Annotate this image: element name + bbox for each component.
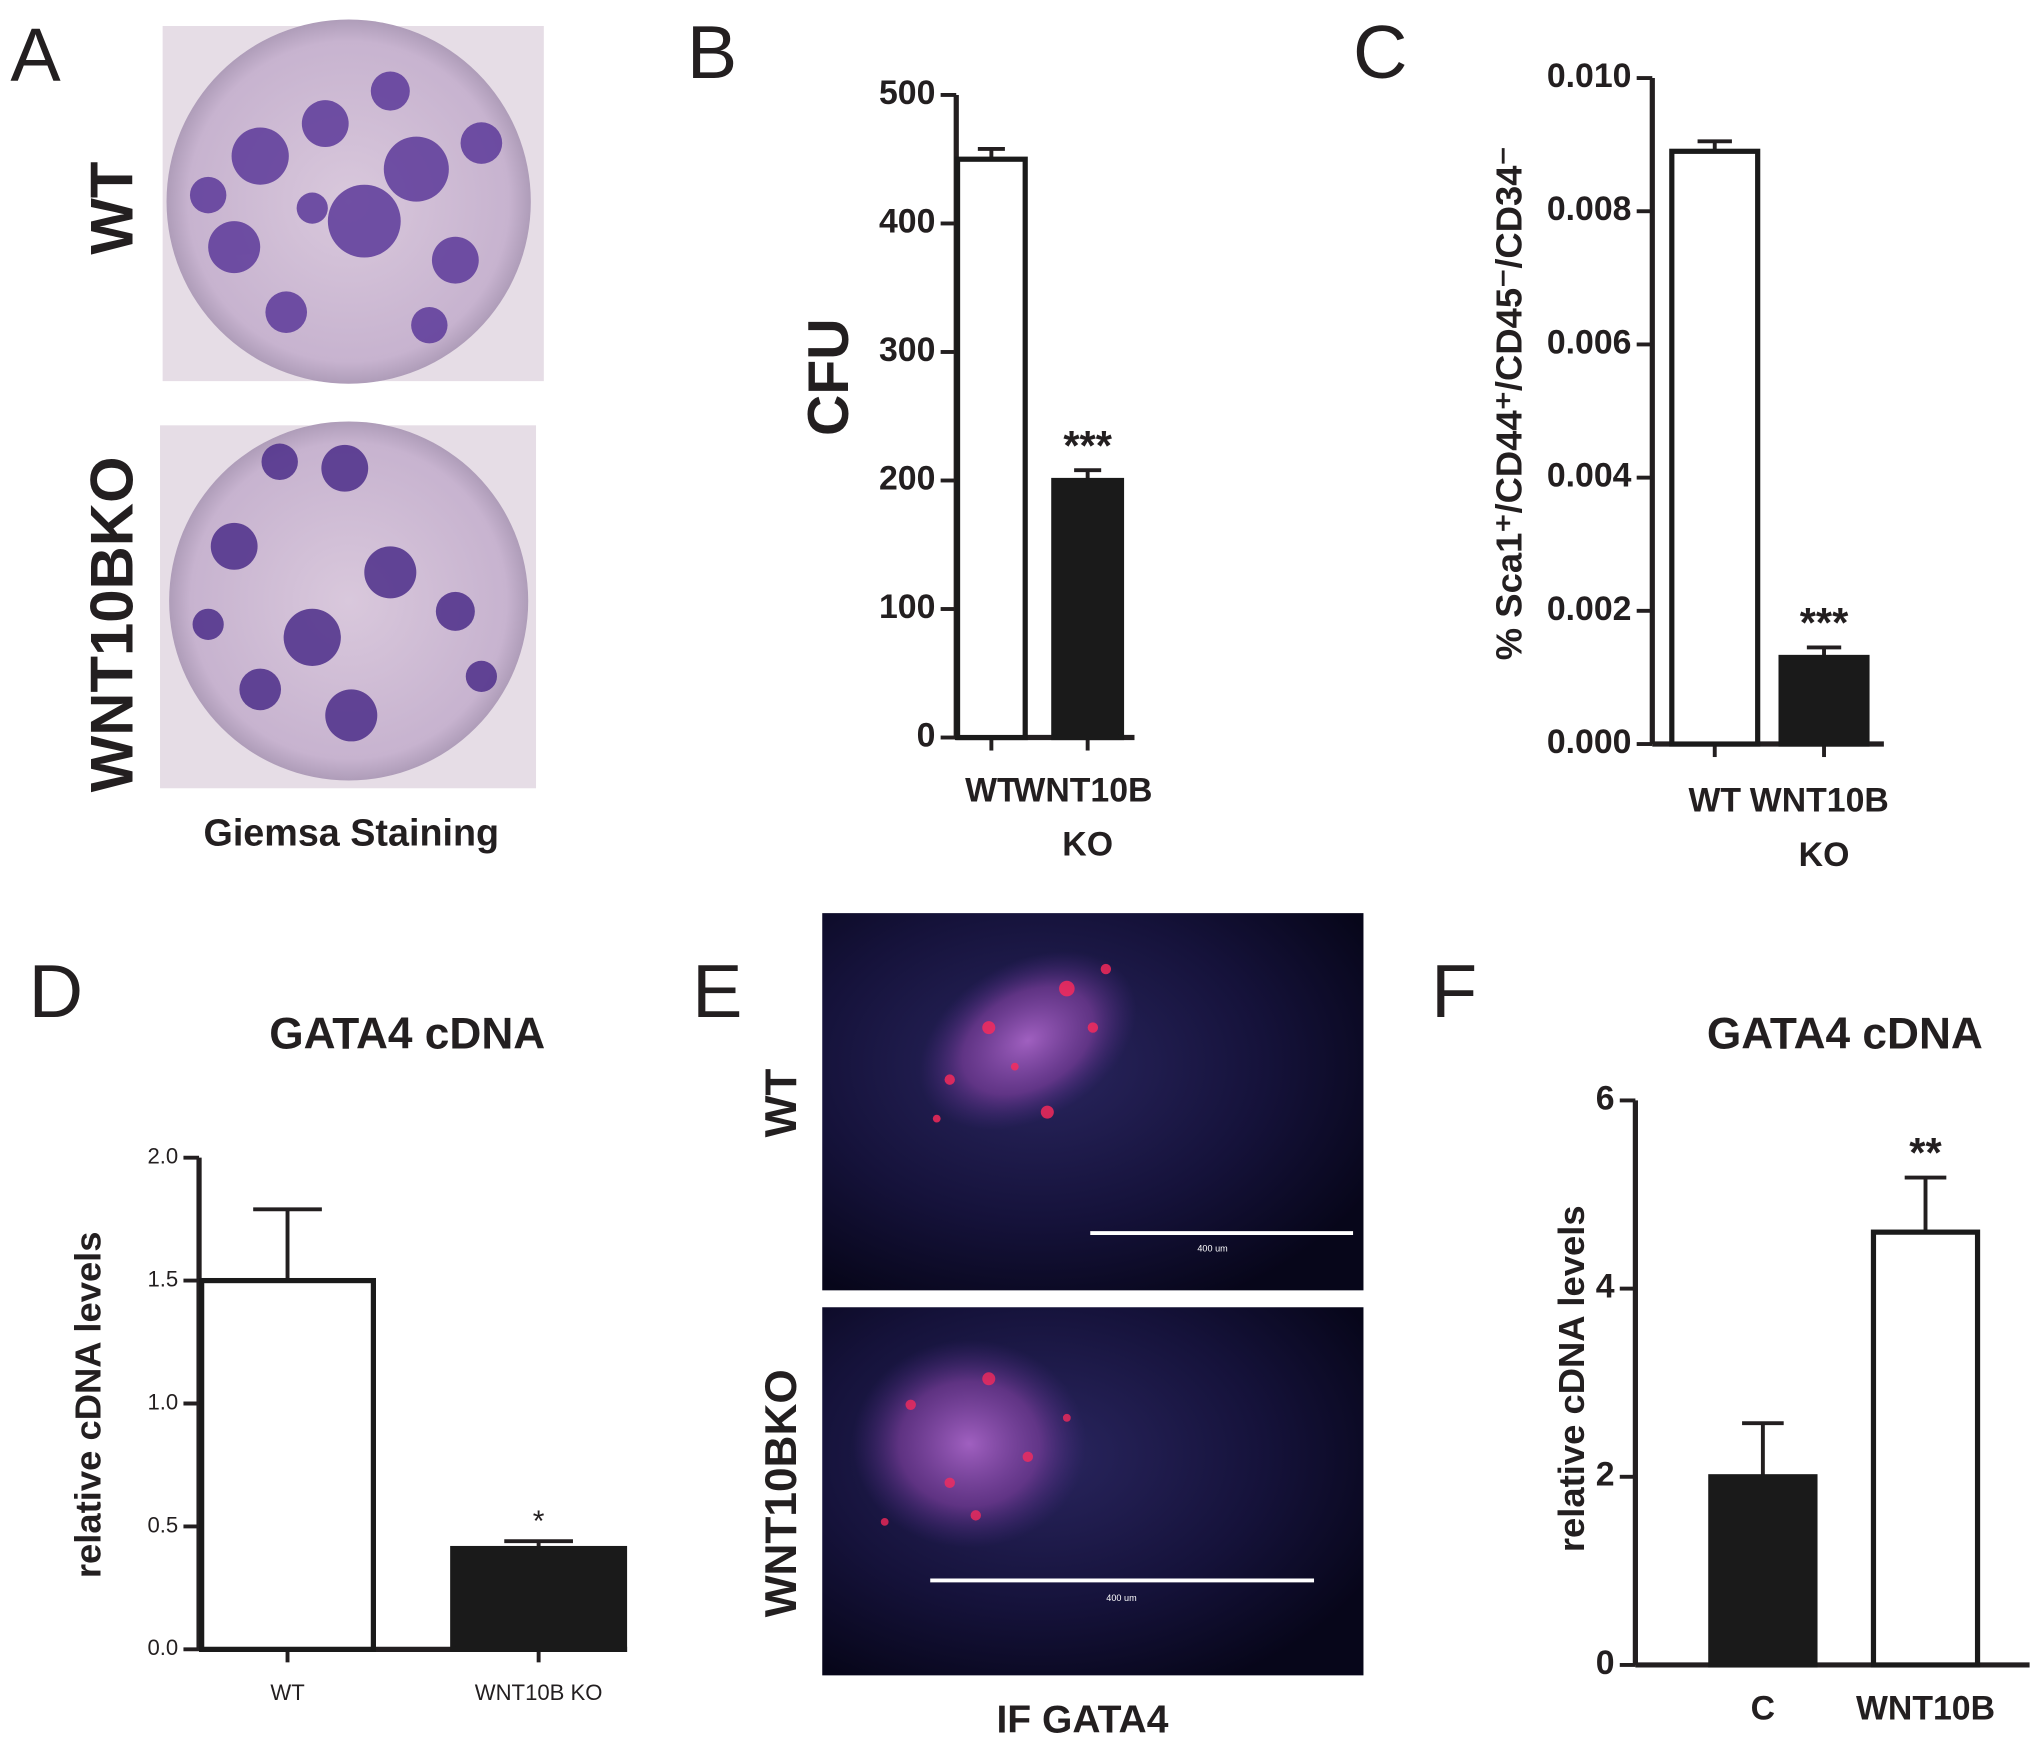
panel-letter: D (29, 949, 83, 1033)
y-tick-label: 0 (1596, 1644, 1615, 1682)
plate-photo (162, 19, 544, 384)
bar (1708, 1474, 1818, 1668)
bar (1669, 148, 1761, 747)
panel-letter: E (692, 949, 742, 1033)
y-tick-label: 1.5 (147, 1266, 178, 1291)
chart-title: GATA4 cDNA (269, 1009, 545, 1058)
significance: * (533, 1505, 545, 1538)
y-tick-label: 0.002 (1547, 590, 1632, 628)
y-tick-label: 1.0 (147, 1389, 178, 1414)
y-tick-label: 0.006 (1547, 323, 1632, 361)
y-tick-label: 300 (879, 331, 935, 369)
y-tick-label: 400 (879, 202, 935, 240)
significance: ** (1909, 1129, 1942, 1176)
caption: Giemsa Staining (203, 811, 499, 853)
y-tick-label: 100 (879, 588, 935, 626)
bar (199, 1277, 376, 1652)
row-label: WT (79, 162, 146, 255)
bar (1778, 654, 1870, 747)
x-tick-label: WT (270, 1680, 304, 1705)
scale-bar-label: 400 um (1106, 1593, 1136, 1603)
x-tick-label: WNT10B KO (475, 1680, 603, 1705)
caption: IF GATA4 (996, 1699, 1168, 1742)
y-tick-label: 0.000 (1547, 723, 1632, 761)
row-label: WNT10BKO (757, 1369, 806, 1617)
y-tick-label: 2.0 (147, 1144, 178, 1169)
y-axis-label: relative cDNA levels (1551, 1205, 1592, 1552)
y-tick-label: 0.5 (147, 1512, 178, 1537)
panel-letter: C (1353, 10, 1407, 94)
bar (450, 1545, 628, 1652)
if-image: 400 um (822, 1307, 1364, 1676)
y-tick-label: 0.0 (147, 1635, 178, 1660)
panel-letter: A (10, 13, 61, 97)
significance: *** (1063, 422, 1112, 469)
y-tick-label: 0.004 (1547, 457, 1632, 495)
chart-title: GATA4 cDNA (1707, 1009, 1983, 1058)
significance: *** (1800, 599, 1849, 646)
panel-letter: F (1431, 949, 1477, 1033)
y-tick-label: 500 (879, 74, 935, 112)
y-axis-label: % Sca1⁺/CD44⁺/CD45⁻/CD34⁻ (1488, 146, 1529, 660)
y-axis-label: CFU (797, 318, 861, 436)
bar (1870, 1229, 1981, 1668)
bar (1051, 477, 1125, 741)
if-image: 400 um (822, 913, 1364, 1291)
y-tick-label: 2 (1596, 1456, 1615, 1494)
y-tick-label: 0.010 (1547, 57, 1632, 95)
y-tick-label: 0 (917, 716, 936, 754)
row-label: WNT10BKO (79, 457, 146, 793)
y-axis-label: relative cDNA levels (68, 1231, 109, 1578)
x-tick-label: WNT10B (1856, 1690, 1995, 1728)
x-tick-label: WNT10B KO (1750, 782, 1898, 874)
scale-bar-label: 400 um (1197, 1243, 1227, 1253)
y-tick-label: 200 (879, 459, 935, 497)
x-tick-label: WT (1688, 782, 1741, 820)
y-tick-label: 0.008 (1547, 190, 1632, 228)
row-label: WT (757, 1069, 806, 1138)
x-tick-label: C (1751, 1690, 1775, 1728)
y-tick-label: 4 (1596, 1268, 1615, 1306)
plate-photo (160, 421, 537, 789)
y-tick-label: 6 (1596, 1079, 1615, 1117)
bar (954, 156, 1028, 741)
x-tick-label: WT (965, 771, 1018, 809)
panel-letter: B (687, 10, 737, 94)
x-tick-label: WNT10B KO (1013, 771, 1161, 863)
